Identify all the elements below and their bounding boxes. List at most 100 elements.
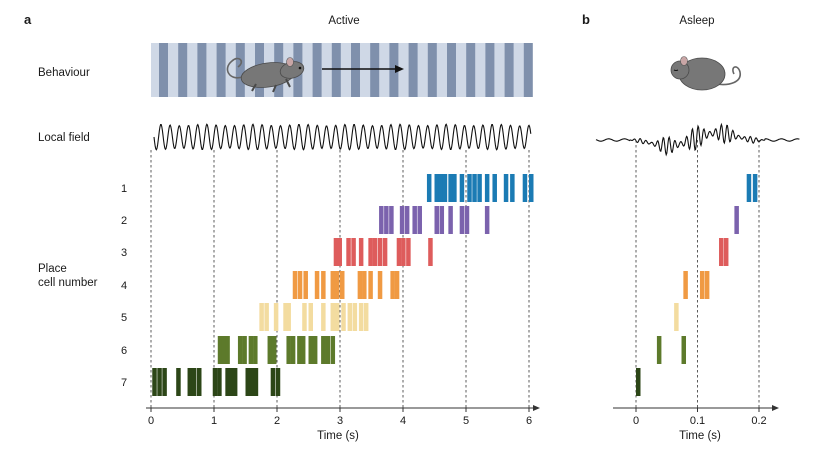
spike-cell-1	[477, 174, 482, 202]
spike-cell-6	[248, 336, 254, 364]
panel-b-letter: b	[582, 12, 590, 27]
spike-cell-4	[704, 271, 710, 299]
spike-cell-1	[452, 174, 457, 202]
spike-cell-6	[297, 336, 302, 364]
tick-label: 5	[463, 415, 469, 427]
linear-track	[151, 43, 533, 97]
spike-cell-3	[372, 238, 378, 266]
spike-cell-6	[237, 336, 243, 364]
spike-cell-4	[321, 271, 326, 299]
cell-label-2: 2	[121, 215, 127, 227]
spike-cell-3	[382, 238, 388, 266]
spike-cell-4	[297, 271, 303, 299]
rat-ear	[286, 57, 294, 67]
panel-a-letter: a	[24, 12, 32, 27]
tick-label: 6	[526, 415, 532, 427]
x-axis-label-active: Time (s)	[317, 430, 359, 442]
spike-cell-2	[464, 206, 470, 234]
spike-cell-3	[406, 238, 411, 266]
cell-label-3: 3	[121, 247, 127, 259]
spike-cell-7	[245, 368, 250, 396]
local-field-label: Local field	[38, 132, 90, 144]
spike-cell-2	[379, 206, 384, 234]
spike-cell-7	[249, 368, 255, 396]
spike-cell-3	[346, 238, 351, 266]
spike-cell-3	[333, 238, 339, 266]
rat-tail	[226, 57, 243, 79]
spike-cell-7	[191, 368, 197, 396]
spike-cell-4	[390, 271, 395, 299]
spike-cell-5	[363, 303, 369, 331]
spike-cell-3	[396, 238, 402, 266]
spike-cell-2	[404, 206, 410, 234]
spike-cell-1	[472, 174, 477, 202]
spike-cell-3	[351, 238, 356, 266]
x-axis-label-asleep: Time (s)	[679, 430, 721, 442]
spike-cell-1	[467, 174, 472, 202]
spike-cell-6	[300, 336, 306, 364]
rat-closed-eye	[673, 69, 679, 71]
tick-label: 3	[337, 415, 343, 427]
spike-cell-1	[522, 174, 528, 202]
spike-cell-1	[442, 174, 448, 202]
spike-cell-4	[683, 271, 688, 299]
spike-cell-6	[290, 336, 296, 364]
track-stripe	[427, 43, 437, 97]
spike-cell-6	[321, 336, 326, 364]
tick-label: 2	[274, 415, 280, 427]
x-axis-asleep: 0 0.1 0.2	[613, 405, 779, 427]
place-cell-label-line1: Place	[38, 263, 67, 275]
tick-label: 0	[633, 415, 639, 427]
spike-cell-5	[283, 303, 288, 331]
spike-cell-6	[221, 336, 227, 364]
spike-cell-2	[417, 206, 422, 234]
spike-cell-4	[357, 271, 363, 299]
spike-cell-3	[377, 238, 383, 266]
running-direction-arrow	[322, 65, 404, 73]
track-stripe	[466, 43, 476, 97]
spike-cell-6	[267, 336, 273, 364]
spike-cell-3	[401, 238, 406, 266]
spike-cell-4	[303, 271, 308, 299]
spike-cell-5	[341, 303, 346, 331]
tick-label: 4	[400, 415, 406, 427]
spike-cell-6	[217, 336, 223, 364]
spike-cell-6	[271, 336, 277, 364]
track-stripe	[178, 43, 188, 97]
spike-cell-3	[719, 238, 724, 266]
spike-cell-5	[308, 303, 313, 331]
spike-cell-2	[384, 206, 389, 234]
track-stripe	[504, 43, 514, 97]
spike-cell-2	[389, 206, 394, 234]
spike-cell-3	[723, 238, 729, 266]
spike-cell-6	[312, 336, 318, 364]
spike-cell-7	[275, 368, 281, 396]
track-stripe	[523, 43, 533, 97]
spike-cell-5	[674, 303, 679, 331]
spike-cell-4	[394, 271, 400, 299]
spike-cell-5	[358, 303, 364, 331]
spike-cell-2	[439, 206, 445, 234]
spike-cell-1	[434, 174, 439, 202]
spike-cell-5	[330, 303, 336, 331]
spike-cell-7	[232, 368, 238, 396]
panel-b-title: Asleep	[679, 15, 714, 27]
spike-cell-2	[434, 206, 439, 234]
spike-cell-1	[510, 174, 515, 202]
spike-cell-6	[656, 336, 662, 364]
track-stripe	[312, 43, 322, 97]
spike-cell-1	[503, 174, 509, 202]
spike-cell-7	[270, 368, 276, 396]
axis-arrow	[533, 405, 540, 411]
spike-cell-6	[225, 336, 230, 364]
spike-cell-7	[196, 368, 202, 396]
spike-cell-1	[529, 174, 534, 202]
spike-cell-1	[484, 174, 490, 202]
spike-cell-3	[368, 238, 373, 266]
rat-running-icon	[226, 57, 305, 93]
cell-label-6: 6	[121, 345, 127, 357]
spike-cell-6	[286, 336, 291, 364]
spike-cell-7	[212, 368, 218, 396]
spike-cell-4	[330, 271, 336, 299]
